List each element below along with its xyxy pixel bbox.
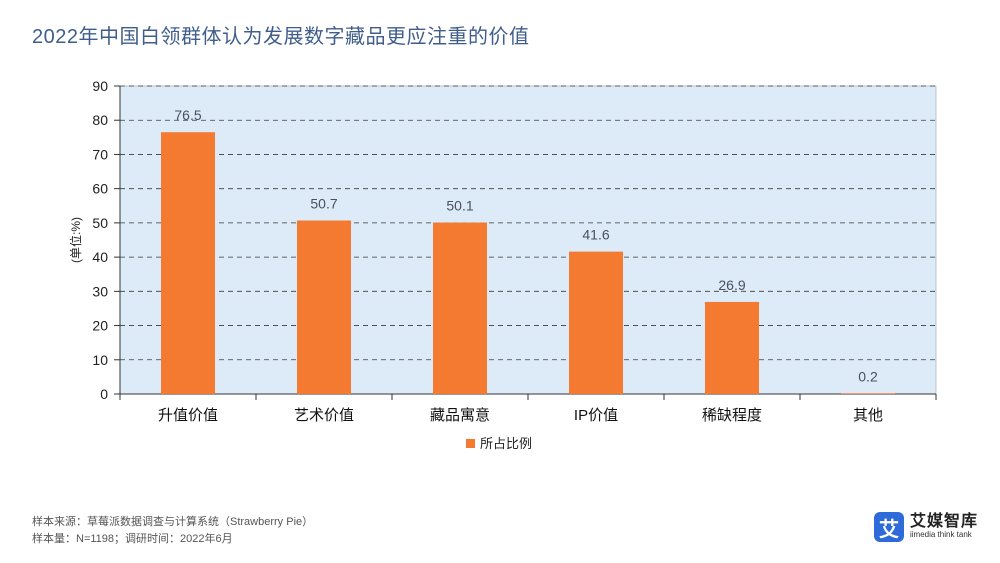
x-tick-label: IP价值: [574, 407, 618, 424]
y-tick-label: 30: [92, 283, 108, 299]
y-tick-label: 40: [92, 249, 108, 265]
chart-title: 2022年中国白领群体认为发展数字藏品更应注重的价值: [32, 26, 530, 48]
x-tick-label: 升值价值: [158, 407, 218, 424]
brand-name: 艾媒智库: [909, 513, 978, 531]
y-tick-label: 10: [92, 352, 108, 368]
bar: [297, 220, 351, 394]
data-label: 76.5: [174, 107, 201, 123]
x-tick-label: 藏品寓意: [430, 406, 490, 424]
y-axis-label: (单位:%): [68, 217, 83, 263]
legend-label: 所占比例: [480, 436, 532, 451]
bar: [841, 393, 895, 394]
data-label: 50.1: [446, 198, 473, 214]
bar: [705, 301, 759, 394]
brand-subtitle: iimedia think tank: [909, 530, 972, 540]
y-tick-label: 90: [92, 78, 108, 94]
plot-area: [119, 85, 937, 395]
x-tick-label: 其他: [853, 407, 883, 424]
brand-logo: 艾 艾媒智库 iimedia think tank: [873, 512, 978, 542]
y-tick-label: 0: [100, 386, 108, 402]
footnote-source: 样本来源：草莓派数据调查与计算系统（Strawberry Pie）: [32, 516, 314, 528]
bar: [433, 222, 487, 394]
data-label: 26.9: [718, 277, 745, 293]
y-tick-label: 60: [92, 181, 108, 197]
y-tick-label: 20: [92, 318, 108, 334]
footnote-sample: 样本量：N=1198；调研时间：2022年6月: [32, 533, 233, 545]
data-label: 41.6: [582, 227, 609, 243]
legend-swatch: [466, 439, 475, 448]
bar: [161, 132, 215, 394]
y-tick-label: 50: [92, 215, 108, 231]
x-tick-label: 稀缺程度: [702, 407, 762, 424]
y-tick-label: 70: [92, 146, 108, 162]
bar-chart: 0 10 20 30 40 50 60 70 80 90 (单位:%) 76.5 升值价值 50.7 艺术价…: [68, 78, 937, 451]
data-label: 50.7: [310, 195, 337, 211]
x-tick-label: 艺术价值: [294, 407, 354, 424]
y-tick-label: 80: [92, 112, 108, 128]
data-label: 0.2: [858, 368, 878, 384]
brand-mark-icon: 艾: [873, 512, 904, 542]
bar: [569, 251, 623, 394]
